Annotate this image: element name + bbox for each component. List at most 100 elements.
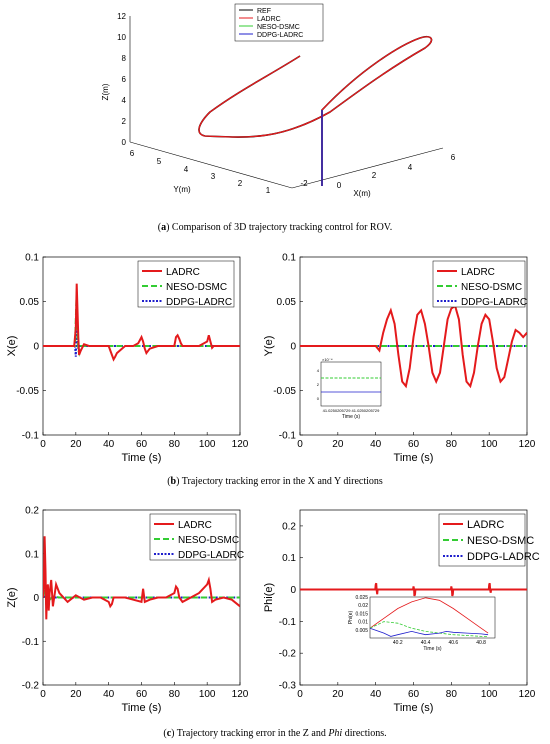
- x-tick-label: 0: [40, 689, 46, 700]
- x-tick-label: 40: [103, 689, 115, 700]
- y-tick-label: -0.2: [279, 649, 297, 660]
- legend-3d: REF LADRC NESO-DSMC DDPG-LADRC: [234, 3, 324, 42]
- legend-box: [432, 260, 526, 308]
- inset-frame: [369, 596, 496, 639]
- legend: LADRC NESO-DSMC DDPG-LADRC: [432, 260, 527, 308]
- x-tick-label: 60: [136, 439, 148, 450]
- y-tick-label: 0: [33, 593, 39, 604]
- legend: LADRC NESO-DSMC DDPG-LADRC: [137, 260, 235, 308]
- legend-label: NESO-DSMC: [461, 282, 522, 293]
- x-tick-label: 120: [232, 689, 249, 700]
- z-error-chart: 0 20 40 60 80 100 120 0.2 0.1 0 -0.1 -0.2 Time (s) Z(…: [6, 506, 249, 715]
- inset-y-tick: 2: [317, 382, 320, 387]
- y-tick: 4: [184, 165, 189, 174]
- legend-box: [149, 513, 237, 561]
- y-tick: 1: [266, 186, 271, 195]
- series-group: [43, 536, 240, 620]
- x-axis-label: Time (s): [122, 452, 162, 464]
- y-axis-label: Z(e): [6, 587, 18, 607]
- legend-box: [137, 260, 235, 308]
- x-tick-label: 0: [40, 439, 46, 450]
- inset-x-label: Time (s): [342, 414, 360, 420]
- y-tick-label: -0.1: [279, 617, 297, 628]
- x-tick-label: 120: [519, 439, 536, 450]
- y-tick-label: 0.1: [282, 553, 296, 564]
- caption-b: (b) Trajectory tracking error in the X a…: [167, 476, 383, 487]
- inset-y-tick: 0.005: [355, 628, 368, 634]
- x-tick: -2: [300, 179, 308, 188]
- series-line-ladrc: [43, 536, 240, 620]
- y-tick-label: -0.2: [22, 681, 40, 692]
- x-axis-label: X(m): [353, 189, 371, 198]
- z-tick: 4: [122, 96, 127, 105]
- x-tick-label: 100: [481, 439, 498, 450]
- y-tick-label: -0.05: [273, 386, 296, 397]
- inset-y-tick: 0.015: [355, 611, 368, 617]
- x-tick-label: 120: [519, 689, 536, 700]
- x-error-chart: 0 20 40 60 80 100 120 0.1 0.05 0 -0.05 -0.1 Time (s)…: [6, 253, 249, 465]
- x-tick-label: 100: [199, 439, 216, 450]
- inset-y-tick: 0.01: [358, 620, 368, 626]
- x-tick-labels: -2 0 2 4 6: [300, 153, 455, 190]
- legend-label: DDPG-LADRC: [461, 297, 527, 308]
- x-axis-label: Time (s): [122, 702, 162, 714]
- y-tick-label: 0.1: [25, 253, 39, 264]
- series-group: [300, 582, 527, 597]
- x-tick-label: 120: [232, 439, 249, 450]
- trajectory-lines: [198, 35, 433, 186]
- legend-label: LADRC: [178, 520, 212, 531]
- z-tick: 0: [122, 138, 127, 147]
- ladrc-trajectory: [198, 36, 433, 186]
- legend-label: NESO-DSMC: [467, 535, 534, 547]
- inset-x-tick: 40.6: [448, 640, 458, 646]
- x-axis-label: Time (s): [394, 702, 434, 714]
- y-axis-label: Phi(e): [263, 583, 275, 612]
- x-tick-label: 60: [136, 689, 148, 700]
- y-tick-label: 0: [290, 585, 296, 596]
- x-tick-label: 80: [446, 689, 458, 700]
- x-tick-label: 20: [332, 439, 344, 450]
- phi-error-chart: 0 20 40 60 80 100 120 0.2 0.1 0 -0.1 -0.2 -0.3 Time (…: [263, 509, 540, 714]
- z-axis-label: Z(m): [101, 83, 110, 100]
- z-tick-labels: 0 2 4 6 8 10 12: [117, 12, 126, 147]
- inset-series-ddpg-ladrc: [369, 627, 489, 637]
- legend-label: NESO-DSMC: [166, 282, 227, 293]
- y-tick: 3: [211, 172, 216, 181]
- y-tick-label: 0.2: [282, 521, 296, 532]
- y-tick-label: -0.1: [279, 431, 297, 442]
- y-axis-label: Y(e): [263, 336, 275, 357]
- series-line-ladrc: [300, 582, 527, 597]
- z-tick: 12: [117, 12, 126, 21]
- inset-series-neso-dsmc: [369, 621, 489, 637]
- legend-label: LADRC: [467, 519, 504, 531]
- y-tick-label: -0.05: [16, 386, 39, 397]
- x-tick-label: 100: [199, 689, 216, 700]
- legend: LADRC NESO-DSMC DDPG-LADRC: [149, 513, 244, 561]
- x-tick: 0: [337, 181, 342, 190]
- y-tick-label: 0.05: [277, 297, 297, 308]
- legend-ref-label: REF: [257, 8, 271, 15]
- inset-y-tick: 0.02: [358, 603, 368, 609]
- x-axis-label: Time (s): [394, 452, 434, 464]
- x-tick-label: 80: [446, 439, 458, 450]
- y-tick-label: -0.3: [279, 681, 297, 692]
- x-tick-label: 0: [297, 439, 303, 450]
- y-tick-labels: 6 5 4 3 2 1: [130, 149, 271, 195]
- legend-label: NESO-DSMC: [178, 535, 239, 546]
- legend-neso-label: NESO-DSMC: [257, 24, 300, 31]
- inset-series-ladrc: [369, 597, 489, 634]
- caption-c: (c) Trajectory tracking error in the Z a…: [163, 728, 387, 739]
- x-tick: 2: [372, 171, 377, 180]
- z-tick: 10: [117, 33, 126, 42]
- series-group: [43, 283, 240, 362]
- x-tick-label: 20: [70, 689, 82, 700]
- y-axis-label: Y(m): [173, 185, 191, 194]
- x-tick-label: 40: [103, 439, 115, 450]
- x-tick-label: 80: [169, 689, 181, 700]
- x-tick: 6: [451, 153, 456, 162]
- legend-label: DDPG-LADRC: [467, 551, 540, 563]
- x-tick-label: 0: [297, 689, 303, 700]
- legend-label: DDPG-LADRC: [178, 550, 244, 561]
- y-tick-label: 0.2: [25, 506, 39, 517]
